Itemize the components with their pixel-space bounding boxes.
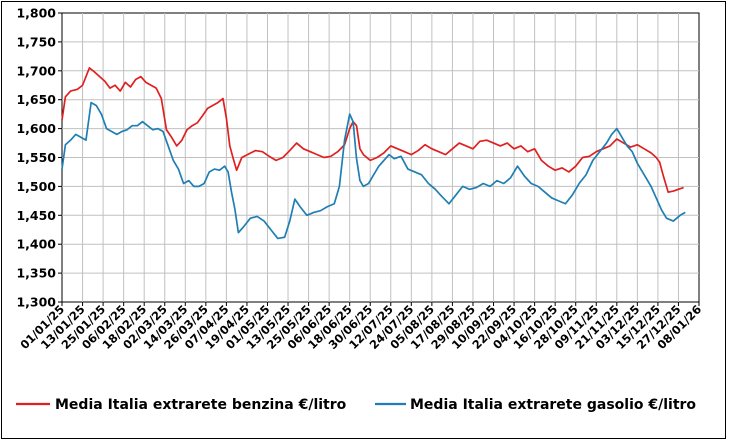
legend: Media Italia extrarete benzina €/litro M… <box>16 397 696 413</box>
y-tick-label: 1,700 <box>16 63 56 78</box>
grid-lines <box>62 13 699 302</box>
y-tick-label: 1,650 <box>16 92 56 107</box>
y-tick-label: 1,350 <box>16 266 56 281</box>
legend-label-gasolio: Media Italia extrarete gasolio €/litro <box>410 397 696 413</box>
x-axis-ticks: 01/01/2513/01/2525/01/2506/02/2518/02/25… <box>17 302 704 352</box>
legend-label-benzina: Media Italia extrarete benzina €/litro <box>55 397 347 413</box>
y-axis-ticks: 1,300 1,350 1,400 1,450 1,500 1,550 1,600 1,650… <box>16 6 62 310</box>
y-tick-label: 1,500 <box>16 179 56 194</box>
y-tick-label: 1,550 <box>16 150 56 165</box>
series-line-benzina <box>61 67 684 194</box>
y-tick-label: 1,600 <box>16 121 56 136</box>
y-tick-label: 1,400 <box>16 237 56 252</box>
y-tick-label: 1,800 <box>16 6 56 21</box>
y-tick-label: 1,450 <box>16 208 56 223</box>
y-tick-label: 1,300 <box>16 295 56 310</box>
series-lines <box>61 67 686 240</box>
series-line-gasolio <box>61 101 686 240</box>
y-tick-label: 1,750 <box>16 34 56 49</box>
